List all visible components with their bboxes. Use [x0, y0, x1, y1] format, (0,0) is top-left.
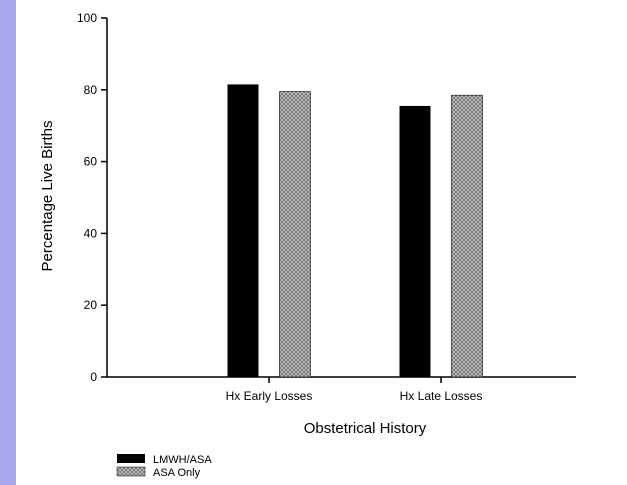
- legend-label: LMWH/ASA: [153, 454, 212, 466]
- y-tick-label: 40: [84, 226, 98, 240]
- y-axis-title: Percentage Live Births: [39, 121, 56, 272]
- x-tick-label: Hx Early Losses: [226, 389, 313, 403]
- bar-lmwh-asa: [400, 106, 431, 377]
- legend-swatch: [117, 467, 145, 476]
- bar-asa-only: [280, 92, 311, 377]
- y-tick-label: 100: [77, 11, 97, 25]
- x-axis: Hx Early Losses Hx Late Losses: [107, 377, 576, 403]
- y-tick-label: 60: [84, 155, 98, 169]
- legend-swatch: [117, 454, 145, 463]
- bar-asa-only: [452, 95, 483, 377]
- x-tick-label: Hx Late Losses: [400, 389, 483, 403]
- y-tick-label: 20: [84, 298, 98, 312]
- bars-group: [228, 84, 483, 377]
- x-axis-title: Obstetrical History: [304, 420, 427, 437]
- y-axis: 0 20 40 60 80 100: [77, 11, 107, 384]
- y-tick-label: 80: [84, 83, 98, 97]
- legend-label: ASA Only: [153, 467, 201, 479]
- y-tick-label: 0: [90, 370, 97, 384]
- bar-lmwh-asa: [228, 84, 259, 377]
